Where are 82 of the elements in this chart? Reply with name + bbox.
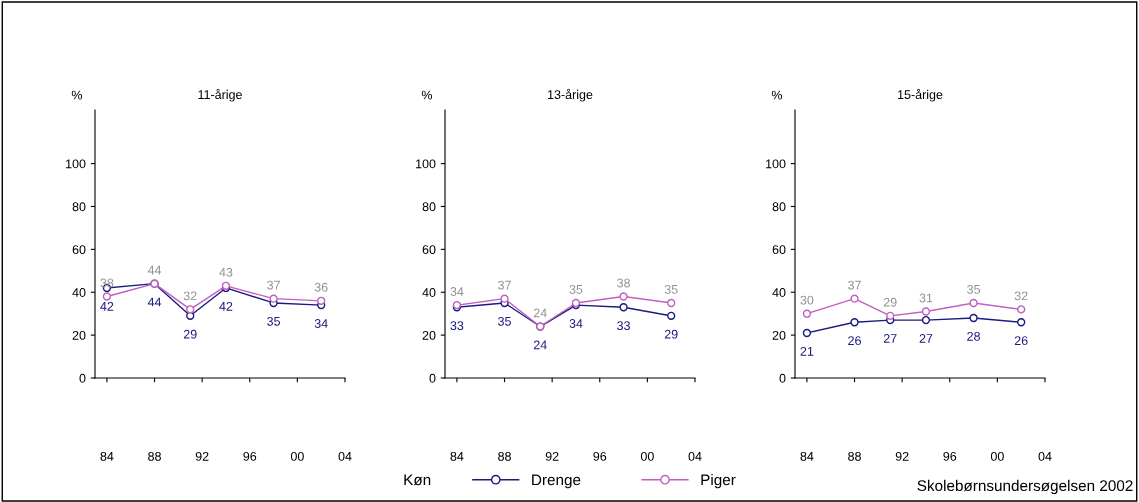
- y-tick-label: 100: [416, 159, 436, 169]
- y-tick-label: 0: [429, 373, 436, 383]
- y-axis-title: %: [771, 90, 783, 100]
- data-label: 29: [183, 329, 197, 339]
- data-label: 37: [267, 280, 280, 290]
- data-label: 30: [800, 295, 814, 305]
- data-label: 35: [267, 316, 280, 326]
- data-label: 35: [967, 284, 980, 294]
- data-label: 24: [533, 308, 547, 318]
- data-label: 42: [100, 301, 114, 311]
- data-label: 21: [800, 346, 814, 356]
- data-label: 34: [569, 319, 583, 328]
- data-label: 36: [314, 282, 328, 292]
- y-tick-label: 40: [422, 288, 436, 297]
- data-label: 33: [617, 321, 630, 331]
- chart-title: 15-årige: [898, 88, 943, 102]
- y-axis-title: %: [71, 90, 83, 100]
- y-tick-label: 80: [422, 202, 436, 212]
- data-label: 42: [219, 301, 233, 311]
- x-tick-label: 88: [148, 451, 161, 461]
- chart-title: 11-årige: [198, 88, 242, 102]
- data-label: 28: [967, 331, 980, 341]
- y-tick-label: 20: [772, 330, 786, 340]
- data-label: 29: [883, 297, 897, 307]
- data-label: 44: [147, 265, 162, 275]
- data-label: 26: [848, 336, 861, 346]
- data-label: 35: [498, 316, 511, 326]
- data-label: 26: [1014, 336, 1028, 346]
- x-tick-label: 96: [243, 451, 257, 461]
- y-tick-label: 0: [779, 373, 786, 383]
- y-tick-label: 20: [72, 330, 86, 340]
- data-label: 35: [569, 284, 583, 294]
- x-tick-label: 92: [195, 451, 209, 461]
- y-tick-label: 100: [66, 159, 86, 169]
- y-tick-label: 60: [72, 245, 86, 255]
- legend-title: Køn: [404, 474, 431, 486]
- y-tick-label: 100: [766, 159, 786, 169]
- x-tick-label: 88: [848, 451, 861, 461]
- data-label: 33: [450, 321, 464, 331]
- x-tick-label: 00: [640, 451, 654, 461]
- data-label: 24: [533, 340, 547, 350]
- x-tick-label: 00: [990, 451, 1004, 461]
- data-label: 38: [617, 278, 630, 288]
- y-tick-label: 40: [772, 288, 786, 297]
- data-label: 31: [919, 293, 933, 303]
- data-label: 27: [883, 334, 897, 343]
- y-tick-label: 0: [79, 373, 86, 383]
- text: Skolebørnsundersøgelsen 2002: [917, 479, 1133, 495]
- x-tick-label: 92: [545, 451, 559, 461]
- y-tick-label: 80: [772, 202, 786, 212]
- x-tick-label: 00: [290, 451, 304, 461]
- y-tick-label: 20: [422, 330, 436, 340]
- y-tick-label: 60: [422, 245, 436, 255]
- y-axis-title: %: [421, 90, 433, 100]
- data-label: 37: [848, 280, 861, 290]
- x-tick-label: 92: [895, 451, 909, 461]
- data-label: 34: [450, 287, 464, 296]
- y-tick-label: 40: [72, 288, 86, 297]
- x-tick-label: 84: [100, 451, 114, 461]
- data-label: 44: [147, 297, 162, 307]
- legend-label: Drenge: [532, 474, 581, 489]
- x-tick-label: 84: [450, 451, 464, 461]
- x-tick-label: 96: [593, 451, 607, 461]
- data-label: 38: [100, 278, 114, 288]
- chart-title: 13-årige: [548, 88, 593, 102]
- x-tick-label: 04: [1038, 451, 1052, 461]
- x-tick-label: 88: [498, 451, 511, 461]
- data-label: 32: [1014, 291, 1028, 301]
- x-tick-label: 96: [943, 451, 957, 461]
- data-label: 37: [498, 280, 511, 290]
- data-label: 35: [664, 284, 678, 294]
- data-label: 29: [664, 329, 678, 339]
- x-tick-label: 84: [800, 451, 814, 461]
- x-tick-label: 04: [688, 451, 702, 461]
- data-label: 43: [219, 267, 233, 277]
- x-tick-label: 04: [338, 451, 352, 461]
- legend-label: Piger: [701, 474, 736, 489]
- data-label: 34: [314, 319, 328, 328]
- y-tick-label: 60: [772, 245, 786, 255]
- data-label: 32: [183, 291, 197, 301]
- y-tick-label: 80: [72, 202, 86, 212]
- data-label: 27: [919, 334, 933, 343]
